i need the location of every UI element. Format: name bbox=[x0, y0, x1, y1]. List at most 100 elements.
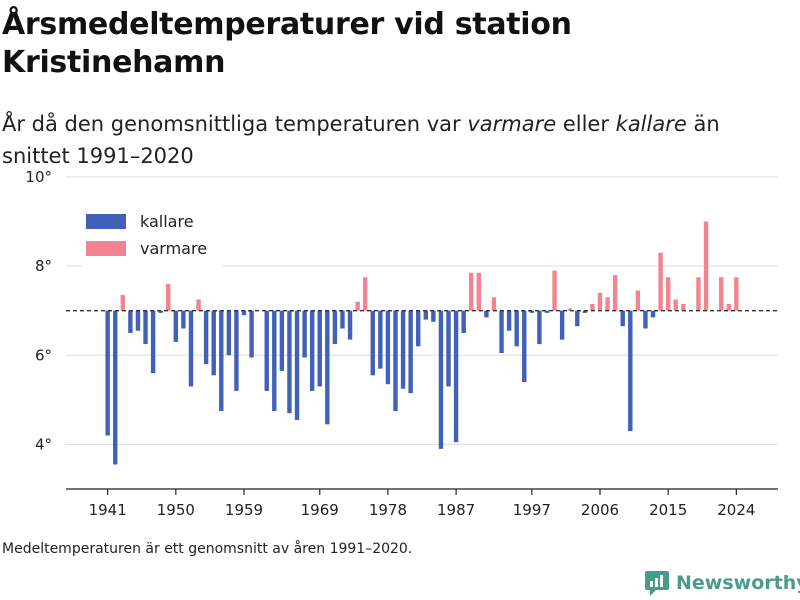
bar-varmare bbox=[718, 277, 724, 311]
bar-kallare bbox=[203, 310, 209, 365]
bar-varmare bbox=[635, 290, 641, 311]
bar-kallare bbox=[575, 310, 580, 327]
bar-varmare bbox=[469, 272, 474, 311]
bar-kallare bbox=[506, 310, 512, 331]
bar-kallare bbox=[150, 310, 156, 374]
bar-kallare bbox=[347, 310, 353, 340]
bar-kallare bbox=[135, 310, 141, 331]
bar-varmare bbox=[362, 277, 368, 311]
bar-varmare bbox=[605, 297, 610, 311]
bar-kallare bbox=[234, 310, 239, 391]
bar-kallare bbox=[484, 310, 489, 318]
bar-kallare bbox=[529, 310, 535, 313]
bar-varmare bbox=[734, 277, 739, 311]
newsworthy-logo-icon bbox=[645, 571, 669, 596]
bar-kallare bbox=[522, 310, 527, 382]
bar-varmare bbox=[196, 299, 201, 311]
bar-kallare bbox=[499, 310, 504, 354]
x-tick-label: 1997 bbox=[513, 501, 551, 519]
bar-varmare bbox=[355, 301, 360, 311]
bar-kallare bbox=[325, 310, 330, 425]
y-tick-label: 8° bbox=[35, 257, 52, 275]
bar-kallare bbox=[446, 310, 451, 387]
bar-kallare bbox=[620, 310, 625, 327]
brand-logo[interactable]: Newsworthy bbox=[644, 566, 800, 600]
bar-kallare bbox=[219, 310, 224, 411]
x-tick-label: 2006 bbox=[581, 501, 619, 519]
brand-name: Newsworthy bbox=[676, 572, 800, 594]
bar-varmare bbox=[726, 303, 731, 311]
bar-varmare bbox=[552, 270, 557, 311]
bar-kallare bbox=[582, 310, 588, 313]
x-tick-label: 1987 bbox=[437, 501, 475, 519]
bar-kallare bbox=[309, 310, 315, 391]
bar-kallare bbox=[385, 310, 391, 385]
y-tick-label: 6° bbox=[35, 346, 52, 364]
bar-kallare bbox=[105, 310, 110, 436]
subtitle-part-2: eller bbox=[556, 112, 616, 136]
y-tick-label: 10° bbox=[25, 168, 52, 186]
bar-kallare bbox=[272, 310, 277, 411]
bar-varmare bbox=[597, 292, 603, 311]
bar-kallare bbox=[294, 310, 300, 420]
x-axis-ticks: 1941 1950 1959 1969 1978 1987 1997 2006 2015 2024 bbox=[89, 489, 755, 519]
x-tick-label: 1959 bbox=[225, 501, 263, 519]
legend-label-kallare: kallare bbox=[140, 212, 194, 231]
bar-varmare bbox=[658, 252, 663, 311]
bar-kallare bbox=[158, 310, 163, 313]
bar-kallare bbox=[537, 310, 542, 345]
bar-kallare bbox=[408, 310, 413, 394]
bar-varmare bbox=[612, 275, 618, 311]
bar-kallare bbox=[438, 310, 444, 449]
bar-kallare bbox=[173, 310, 179, 342]
bar-kallare bbox=[128, 310, 133, 333]
x-tick-label: 1941 bbox=[89, 501, 127, 519]
bar-varmare bbox=[120, 295, 126, 311]
bar-kallare bbox=[279, 310, 285, 371]
legend: kallare varmare bbox=[82, 208, 222, 268]
bar-kallare bbox=[544, 310, 550, 313]
footnote: Medeltemperaturen är ett genomsnitt av å… bbox=[2, 541, 413, 557]
bar-kallare bbox=[628, 310, 633, 432]
bar-kallare bbox=[416, 310, 421, 347]
bar-varmare bbox=[681, 303, 686, 311]
bar-varmare bbox=[590, 303, 595, 311]
bar-kallare bbox=[249, 310, 254, 358]
bar-kallare bbox=[340, 310, 345, 329]
x-tick-label: 1978 bbox=[369, 501, 407, 519]
subtitle-part-3: än snittet 1991–2020 bbox=[2, 112, 720, 168]
bar-kallare bbox=[378, 310, 383, 369]
chart-title: Årsmedeltemperaturer vid station Kristin… bbox=[2, 7, 572, 80]
bar-kallare bbox=[393, 310, 398, 411]
chart-subtitle: År då den genomsnittliga temperaturen va… bbox=[2, 108, 792, 172]
bar-varmare bbox=[665, 277, 671, 311]
bar-varmare bbox=[696, 277, 701, 311]
bar-kallare bbox=[181, 310, 186, 329]
subtitle-part-1: År då den genomsnittliga temperaturen va… bbox=[2, 112, 468, 136]
x-tick-label: 2024 bbox=[717, 501, 755, 519]
bar-kallare bbox=[113, 310, 118, 465]
bar-varmare bbox=[476, 272, 482, 311]
bar-kallare bbox=[287, 310, 292, 414]
bar-kallare bbox=[400, 310, 406, 389]
bar-varmare bbox=[673, 299, 678, 311]
subtitle-warm-word: varmare bbox=[467, 112, 557, 136]
legend-swatch-varmare bbox=[86, 241, 126, 256]
x-tick-label: 1969 bbox=[301, 501, 339, 519]
bar-kallare bbox=[643, 310, 648, 329]
bar-varmare bbox=[491, 297, 497, 311]
bar-kallare bbox=[302, 310, 307, 358]
bar-varmare bbox=[703, 221, 709, 311]
y-tick-label: 4° bbox=[35, 435, 52, 453]
bar-kallare bbox=[211, 310, 216, 376]
x-tick-label: 1950 bbox=[157, 501, 195, 519]
x-tick-label: 2015 bbox=[649, 501, 687, 519]
bar-varmare bbox=[166, 283, 171, 311]
bar-kallare bbox=[143, 310, 148, 345]
bar-kallare bbox=[317, 310, 322, 387]
bar-kallare bbox=[188, 310, 194, 387]
bar-kallare bbox=[559, 310, 565, 340]
bar-kallare bbox=[370, 310, 375, 376]
legend-swatch-kallare bbox=[86, 214, 126, 229]
legend-label-varmare: varmare bbox=[140, 239, 207, 258]
